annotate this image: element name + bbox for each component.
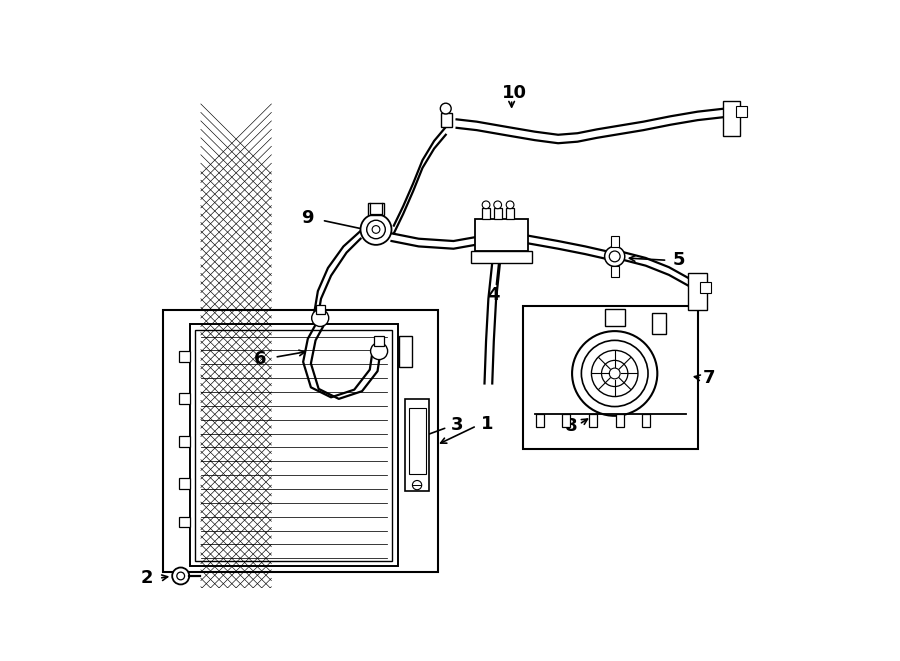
Bar [642, 414, 650, 426]
Bar [736, 106, 747, 117]
Bar [472, 251, 532, 262]
Text: 7: 7 [703, 369, 716, 387]
Bar [475, 219, 528, 251]
Circle shape [609, 368, 620, 379]
Text: 3: 3 [450, 416, 463, 434]
Bar [700, 282, 711, 293]
Circle shape [371, 342, 388, 360]
Circle shape [311, 309, 328, 327]
Text: 1: 1 [481, 414, 493, 432]
Circle shape [176, 572, 184, 580]
Circle shape [372, 225, 380, 233]
Bar [724, 101, 740, 136]
Bar [652, 313, 666, 334]
Bar [316, 305, 325, 314]
Text: 8: 8 [565, 417, 578, 435]
Circle shape [581, 340, 648, 407]
Bar [179, 393, 190, 405]
Circle shape [482, 201, 490, 209]
Bar [688, 274, 706, 310]
Circle shape [440, 103, 451, 114]
Circle shape [609, 251, 620, 262]
Text: 9: 9 [302, 209, 314, 227]
Text: 10: 10 [501, 84, 526, 102]
Bar [179, 478, 190, 489]
Text: 5: 5 [673, 251, 685, 269]
Bar [409, 408, 426, 473]
Circle shape [361, 214, 392, 245]
Bar [405, 399, 428, 491]
Bar [179, 351, 190, 362]
Circle shape [572, 331, 657, 416]
Bar [482, 208, 490, 219]
Bar [441, 113, 452, 127]
Bar [605, 309, 625, 326]
Circle shape [412, 481, 422, 490]
Bar [190, 324, 398, 566]
Bar [494, 208, 501, 219]
Circle shape [366, 220, 385, 239]
Circle shape [506, 201, 514, 209]
Text: 6: 6 [254, 350, 266, 368]
Bar [536, 414, 544, 426]
Bar [506, 208, 514, 219]
Bar [195, 330, 392, 561]
Bar [179, 517, 190, 527]
Bar [368, 202, 383, 215]
Bar [523, 307, 698, 449]
Circle shape [605, 247, 625, 266]
Bar [179, 436, 190, 447]
Bar [611, 266, 618, 277]
Bar [400, 336, 411, 367]
Circle shape [601, 360, 628, 387]
Text: 4: 4 [488, 286, 500, 304]
Text: 2: 2 [141, 569, 154, 587]
Bar [590, 414, 597, 426]
Bar [163, 310, 438, 572]
Circle shape [591, 350, 638, 397]
Circle shape [494, 201, 501, 209]
Bar [611, 237, 618, 247]
Bar [616, 414, 624, 426]
Circle shape [172, 568, 189, 584]
Bar [374, 336, 383, 346]
Bar [562, 414, 570, 426]
